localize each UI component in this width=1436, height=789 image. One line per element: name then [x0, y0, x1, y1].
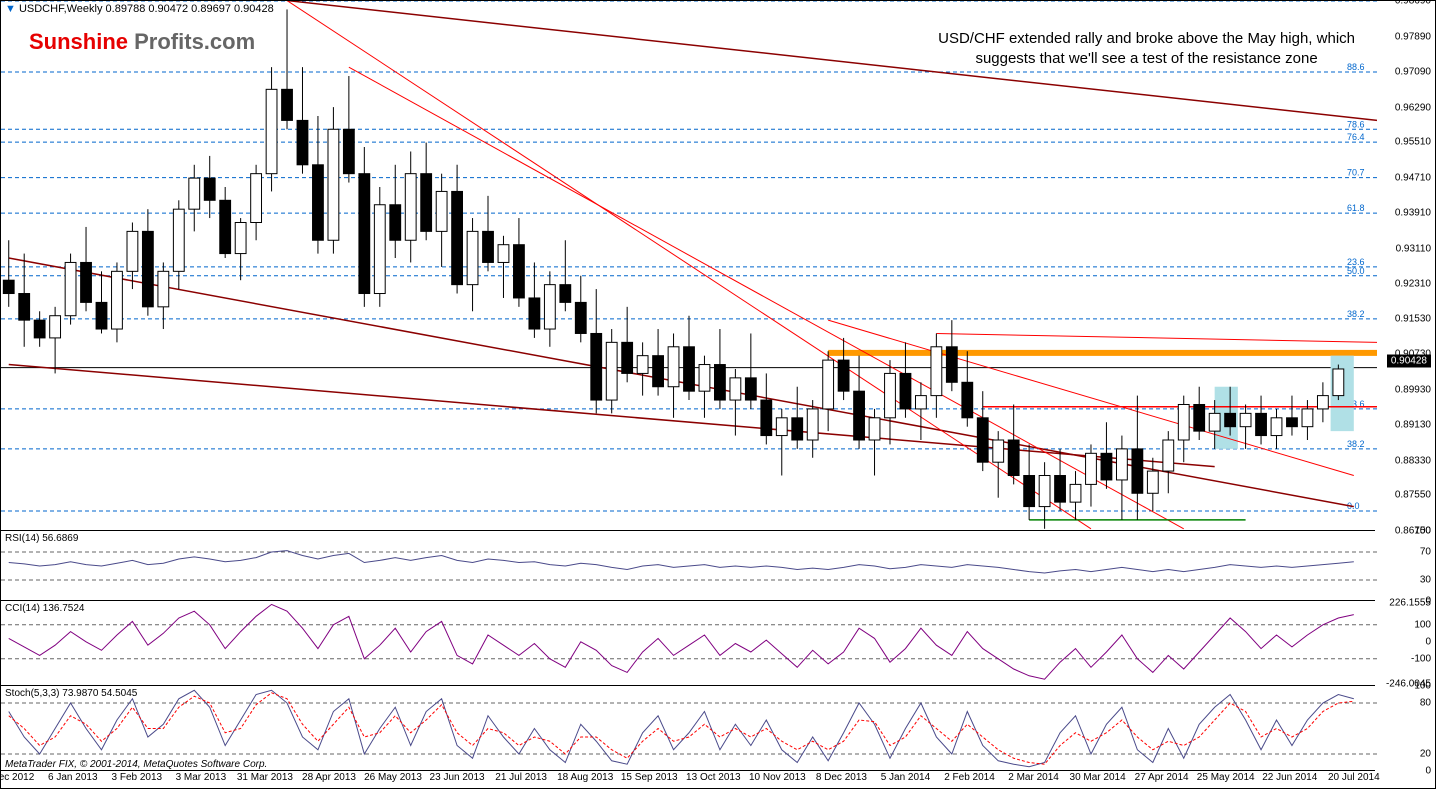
chart-container: ▼ USDCHF,Weekly 0.89788 0.90472 0.89697 … — [0, 0, 1436, 789]
rsi-svg — [1, 531, 1377, 601]
price-tick: 0.88330 — [1395, 455, 1431, 466]
time-tick: 3 Mar 2013 — [176, 772, 227, 783]
time-tick: 25 May 2014 — [1197, 772, 1255, 783]
chart-title: ▼ USDCHF,Weekly 0.89788 0.90472 0.89697 … — [5, 3, 274, 15]
time-tick: 23 Jun 2013 — [430, 772, 485, 783]
time-tick: 9 Dec 2012 — [0, 772, 34, 783]
time-tick: 30 Mar 2014 — [1070, 772, 1126, 783]
time-tick: 2 Mar 2014 — [1008, 772, 1059, 783]
cci-panel[interactable]: CCI(14) 136.7524 -246.0045-1000100226.15… — [1, 601, 1375, 686]
price-tick: 0.96290 — [1395, 102, 1431, 113]
time-axis: 9 Dec 2012 6 Jan 2013 3 Feb 2013 3 Mar 2013… — [1, 772, 1375, 786]
time-tick: 27 Apr 2014 — [1135, 772, 1189, 783]
cci-axis: -246.0045-1000100226.1555 — [1379, 601, 1431, 686]
ohlc-label: 0.89788 0.90472 0.89697 0.90428 — [106, 3, 274, 15]
price-tick: 0.98690 — [1395, 0, 1431, 7]
stoch-axis: 02080100 — [1379, 686, 1431, 771]
symbol-label: USDCHF,Weekly — [19, 3, 103, 15]
price-tick: 0.97090 — [1395, 67, 1431, 78]
svg-text:70.7: 70.7 — [1347, 168, 1365, 178]
time-tick: 20 Jul 2014 — [1328, 772, 1380, 783]
time-tick: 21 Jul 2013 — [495, 772, 547, 783]
price-svg: 10088.678.676.470.761.823.650.038.223.63… — [1, 1, 1377, 531]
annotation-text: USD/CHF extended rally and broke above t… — [938, 29, 1355, 68]
time-tick: 26 May 2013 — [364, 772, 422, 783]
stoch-label: Stoch(5,3,3) 73.9870 54.5045 — [5, 688, 137, 699]
rsi-label: RSI(14) 56.6869 — [5, 533, 78, 544]
rsi-panel[interactable]: RSI(14) 56.6869 03070100 — [1, 531, 1375, 601]
price-tick: 0.87550 — [1395, 490, 1431, 501]
time-tick: 10 Nov 2013 — [749, 772, 806, 783]
watermark: Sunshine Profits.com — [29, 29, 255, 55]
svg-text:78.6: 78.6 — [1347, 119, 1365, 129]
time-tick: 3 Feb 2013 — [112, 772, 163, 783]
time-tick: 8 Dec 2013 — [816, 772, 867, 783]
rsi-axis: 03070100 — [1379, 531, 1431, 601]
price-tick: 0.95510 — [1395, 137, 1431, 148]
watermark-part2: Profits.com — [128, 29, 255, 54]
main-price-chart[interactable]: 10088.678.676.470.761.823.650.038.223.63… — [1, 1, 1375, 531]
svg-text:38.2: 38.2 — [1347, 439, 1365, 449]
svg-text:61.8: 61.8 — [1347, 203, 1365, 213]
svg-text:50.0: 50.0 — [1347, 266, 1365, 276]
time-tick: 13 Oct 2013 — [686, 772, 740, 783]
price-tick: 0.97890 — [1395, 31, 1431, 42]
price-tick: 0.94710 — [1395, 172, 1431, 183]
time-tick: 6 Jan 2013 — [48, 772, 98, 783]
time-tick: 31 Mar 2013 — [237, 772, 293, 783]
time-tick: 22 Jun 2014 — [1262, 772, 1317, 783]
time-tick: 5 Jan 2014 — [881, 772, 931, 783]
current-price-marker: 0.90428 — [1387, 354, 1431, 367]
time-tick: 28 Apr 2013 — [302, 772, 356, 783]
dropdown-icon[interactable]: ▼ — [5, 3, 16, 15]
price-tick: 0.89930 — [1395, 384, 1431, 395]
time-tick: 2 Feb 2014 — [944, 772, 995, 783]
time-tick: 15 Sep 2013 — [621, 772, 678, 783]
cci-label: CCI(14) 136.7524 — [5, 603, 85, 614]
cci-svg — [1, 601, 1377, 686]
price-tick: 0.89130 — [1395, 420, 1431, 431]
annotation-line1: USD/CHF extended rally and broke above t… — [938, 29, 1355, 49]
svg-text:38.2: 38.2 — [1347, 309, 1365, 319]
price-tick: 0.92310 — [1395, 279, 1431, 290]
price-tick: 0.93110 — [1396, 243, 1431, 254]
time-tick: 18 Aug 2013 — [557, 772, 613, 783]
svg-text:76.4: 76.4 — [1347, 132, 1365, 142]
copyright-text: MetaTrader FIX, © 2001-2014, MetaQuotes … — [5, 759, 267, 770]
price-tick: 0.93910 — [1395, 208, 1431, 219]
price-axis: 0.98690 0.97890 0.97090 0.96290 0.95510 0.947… — [1375, 1, 1435, 531]
annotation-line2: suggests that we'll see a test of the re… — [938, 49, 1355, 69]
watermark-part1: Sunshine — [29, 29, 128, 54]
price-tick: 0.91530 — [1395, 313, 1431, 324]
